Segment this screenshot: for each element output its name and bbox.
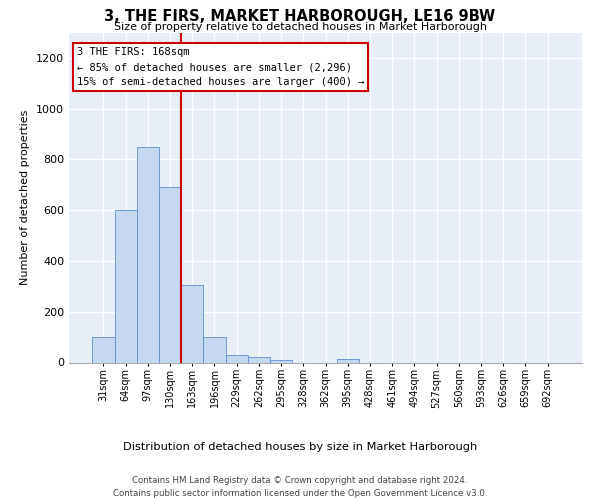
Bar: [181, 285, 203, 362]
Bar: [270, 360, 292, 362]
Bar: [115, 210, 137, 362]
Text: Size of property relative to detached houses in Market Harborough: Size of property relative to detached ho…: [113, 22, 487, 32]
Bar: [226, 355, 248, 362]
Bar: [137, 146, 159, 362]
Text: Distribution of detached houses by size in Market Harborough: Distribution of detached houses by size …: [123, 442, 477, 452]
Bar: [337, 358, 359, 362]
Bar: [92, 337, 115, 362]
Y-axis label: Number of detached properties: Number of detached properties: [20, 110, 31, 285]
Bar: [203, 337, 226, 362]
Bar: [248, 358, 270, 362]
Text: Contains public sector information licensed under the Open Government Licence v3: Contains public sector information licen…: [113, 489, 487, 498]
Text: 3, THE FIRS, MARKET HARBOROUGH, LE16 9BW: 3, THE FIRS, MARKET HARBOROUGH, LE16 9BW: [104, 9, 496, 24]
Text: 3 THE FIRS: 168sqm
← 85% of detached houses are smaller (2,296)
15% of semi-deta: 3 THE FIRS: 168sqm ← 85% of detached hou…: [77, 48, 364, 87]
Text: Contains HM Land Registry data © Crown copyright and database right 2024.: Contains HM Land Registry data © Crown c…: [132, 476, 468, 485]
Bar: [159, 188, 181, 362]
